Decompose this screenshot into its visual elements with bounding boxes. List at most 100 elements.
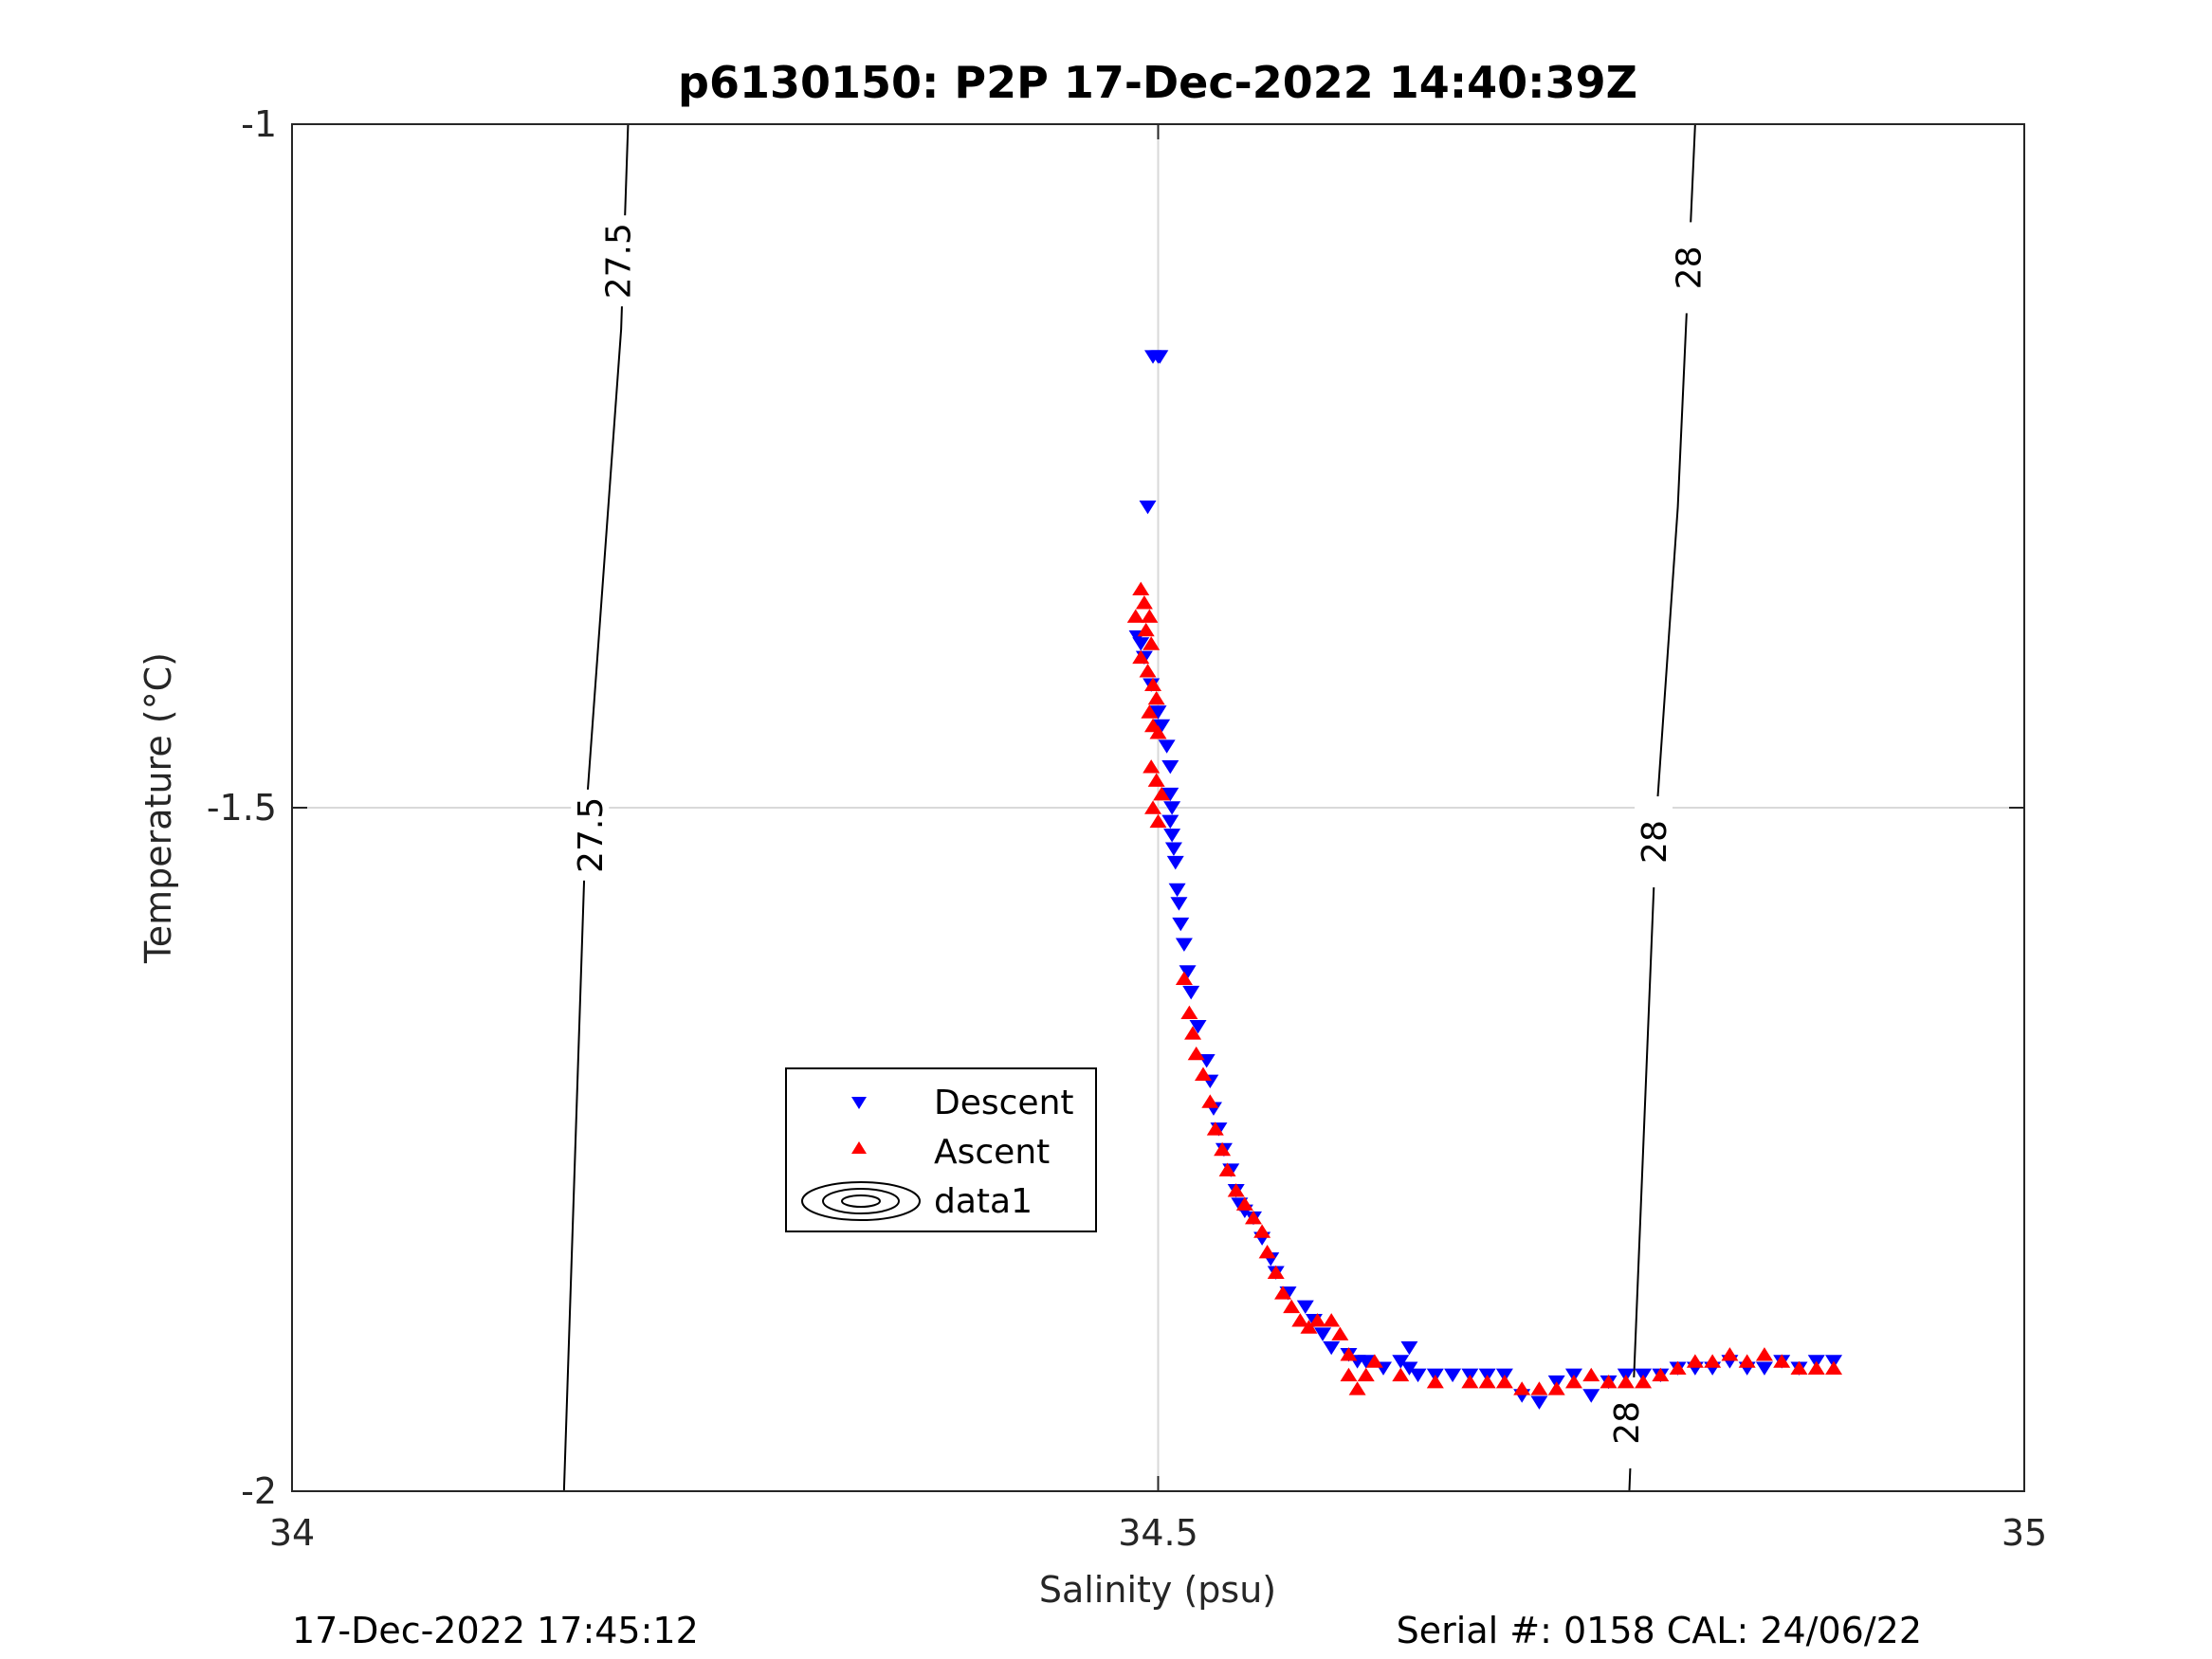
descent-point <box>1189 1019 1207 1034</box>
ascent-point <box>1227 1183 1245 1197</box>
contour-label: 28 <box>1608 1401 1647 1445</box>
x-tick-label: 34 <box>269 1512 315 1554</box>
ascent-point <box>1478 1374 1496 1389</box>
descent-point <box>1149 705 1167 720</box>
ascent-point <box>1147 773 1165 787</box>
descent-point <box>1172 917 1190 932</box>
ascent-point <box>1426 1374 1444 1389</box>
ascent-point <box>1340 1347 1358 1361</box>
ascent-point <box>1139 664 1157 678</box>
contour-label-bg <box>571 789 610 881</box>
ascent-point <box>1184 1026 1202 1040</box>
ascent-point <box>1258 1245 1276 1259</box>
ascent-point <box>1141 609 1159 623</box>
ascent-point <box>1513 1381 1531 1395</box>
ascent-point <box>1348 1381 1366 1395</box>
contour-labels: 27.5 27.5 28 28 28 <box>571 215 1709 1468</box>
ascent-point <box>1267 1265 1285 1280</box>
descent-point <box>1182 985 1200 1000</box>
ascent-point <box>1340 1367 1358 1382</box>
descent-point <box>1164 842 1182 856</box>
descent-point <box>1582 1389 1600 1403</box>
ascent-point <box>1392 1367 1410 1382</box>
contour-label-bg <box>1669 222 1708 314</box>
contour-label-bg <box>598 215 637 307</box>
descent-point <box>1139 501 1157 515</box>
ascent-point <box>1195 1066 1213 1081</box>
ascent-point <box>1274 1285 1292 1300</box>
y-axis-label: Temperature (°C) <box>137 652 179 964</box>
ascent-point <box>1201 1094 1219 1108</box>
descent-point <box>1170 897 1188 911</box>
ascent-point <box>1773 1354 1791 1368</box>
y-tick-label: -1.5 <box>207 787 277 829</box>
ascent-point <box>1137 622 1155 637</box>
ascent-point <box>1244 1210 1262 1225</box>
ascent-point <box>1331 1326 1349 1340</box>
descent-point <box>1153 719 1171 734</box>
ascent-point <box>1755 1347 1773 1361</box>
descent-point <box>1132 637 1150 651</box>
ascent-point <box>1144 677 1162 691</box>
legend-data1-label: data1 <box>934 1182 1033 1221</box>
ascent-point <box>1807 1360 1825 1375</box>
ascent-point <box>1144 800 1162 814</box>
y-tick-label: -1 <box>241 103 277 145</box>
descent-point <box>1175 938 1193 952</box>
ascent-point <box>1149 725 1167 739</box>
ascent-point <box>1790 1360 1808 1375</box>
descent-point <box>1161 787 1179 802</box>
x-tick-label: 34.5 <box>1118 1512 1198 1554</box>
ascent-point <box>1132 649 1150 665</box>
ascent-point <box>1669 1360 1687 1375</box>
ascent-point <box>1235 1196 1253 1211</box>
descent-point <box>1392 1355 1410 1369</box>
ascent-point <box>1825 1360 1843 1375</box>
ascent-point <box>1218 1162 1236 1176</box>
ascent-point <box>1686 1354 1704 1368</box>
descent-point <box>1166 855 1184 870</box>
legend-descent-label: Descent <box>934 1084 1074 1122</box>
ascent-point <box>1564 1374 1582 1389</box>
ascent-point <box>1214 1141 1232 1157</box>
axis-ticks: 34 34.5 35 -1 -1.5 -2 <box>207 103 2047 1554</box>
ascent-point <box>1495 1374 1513 1389</box>
x-axis-label: Salinity (psu) <box>1039 1569 1276 1611</box>
descent-point <box>1444 1368 1462 1383</box>
ascent-point <box>1206 1121 1224 1136</box>
contour-label-bg <box>1606 1376 1645 1468</box>
legend: Descent Ascent data1 <box>785 1067 1097 1232</box>
ascent-point <box>1147 690 1165 705</box>
ascent-point <box>1126 609 1144 623</box>
legend-box <box>785 1067 1097 1232</box>
ascent-point <box>1143 759 1161 774</box>
descent-point <box>1163 801 1181 815</box>
legend-ascent-marker <box>851 1141 867 1154</box>
descent-point <box>1149 350 1167 364</box>
ascent-point <box>1291 1313 1309 1327</box>
descent-point <box>1357 1355 1375 1369</box>
ascent-point <box>1149 813 1167 829</box>
descent-point <box>1296 1300 1314 1314</box>
chart-title: p6130150: P2P 17-Dec-2022 14:40:39Z <box>678 57 1637 108</box>
x-tick-label: 35 <box>2002 1512 2047 1554</box>
descent-point <box>1400 1361 1418 1376</box>
contour-label: 28 <box>1636 820 1674 864</box>
ascent-point <box>1530 1381 1548 1395</box>
descent-point <box>1163 829 1181 843</box>
descent-point <box>1161 814 1179 830</box>
contour-label: 27.5 <box>572 797 611 873</box>
descent-point <box>1400 1340 1418 1356</box>
ascent-point <box>1738 1354 1756 1368</box>
descent-point <box>1530 1395 1548 1410</box>
ascent-point <box>1283 1299 1301 1314</box>
ascent-point <box>1141 704 1159 719</box>
ascent-point <box>1721 1347 1739 1361</box>
ascent-point <box>1652 1367 1670 1382</box>
descent-point <box>1161 759 1179 775</box>
legend-contour-icon <box>801 1181 921 1221</box>
ascent-point <box>1132 581 1150 596</box>
ascent-point <box>1582 1367 1600 1382</box>
descent-point <box>1409 1368 1427 1383</box>
contour-label: 28 <box>1671 246 1709 290</box>
